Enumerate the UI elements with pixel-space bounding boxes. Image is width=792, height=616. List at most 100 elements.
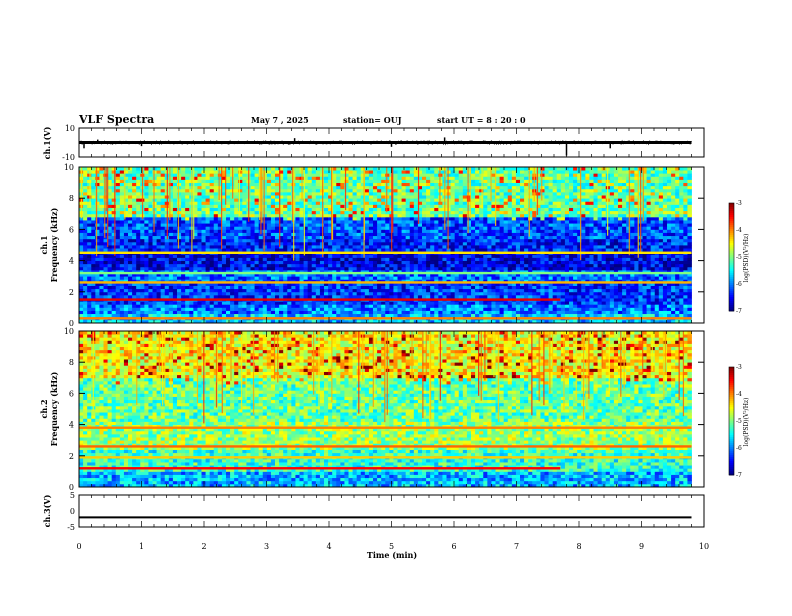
spectrogram-cell <box>95 292 99 296</box>
spectrogram-cell <box>594 257 598 261</box>
spectrogram-cell <box>385 301 389 305</box>
spectrogram-cell <box>393 223 397 227</box>
spectrogram-cell <box>536 257 540 261</box>
spectrogram-cell <box>467 307 471 311</box>
spectrogram-cell <box>479 289 483 293</box>
spectrogram-cell <box>614 229 618 233</box>
spectrogram-cell <box>132 245 136 249</box>
spectrogram-cell <box>263 267 267 271</box>
spectrogram-cell <box>516 301 520 305</box>
spectrogram-cell <box>238 267 242 271</box>
spectrogram-cell <box>271 267 275 271</box>
spectrogram-cell <box>406 295 410 299</box>
spectrogram-cell <box>569 292 573 296</box>
spectrogram-cell <box>606 307 610 311</box>
spectrogram-cell <box>410 289 414 293</box>
spectrogram-cell <box>140 286 144 290</box>
spectrogram-cell <box>287 239 291 243</box>
spectrogram-cell <box>181 254 185 258</box>
spectrogram-cell <box>271 233 275 237</box>
spectrogram-cell <box>479 301 483 305</box>
spectrogram-cell <box>153 267 157 271</box>
spectrogram-cell <box>124 289 128 293</box>
spectrogram-cell <box>459 248 463 252</box>
spectrogram-cell <box>255 295 259 299</box>
spectrogram-cell <box>226 257 230 261</box>
spectrogram-cell <box>422 311 426 315</box>
spectrogram-cell <box>585 229 589 233</box>
spectrogram-cell <box>585 223 589 227</box>
spectrogram-cell <box>496 233 500 237</box>
spectrogram-cell <box>504 233 508 237</box>
spectrogram-cell <box>124 295 128 299</box>
spectrogram-cell <box>373 264 377 268</box>
spectrogram-cell <box>136 233 140 237</box>
spectrogram-cell <box>643 286 647 290</box>
spectrogram-cell <box>242 261 246 265</box>
spectrogram-cell <box>598 292 602 296</box>
spectrogram-cell <box>643 248 647 252</box>
spectrogram-cell <box>634 261 638 265</box>
spectrogram-cell <box>112 217 116 221</box>
spectrogram-cell <box>283 248 287 252</box>
spectrogram-cell <box>630 298 634 302</box>
spectrogram-cell <box>251 242 255 246</box>
spectrogram-cell <box>222 314 226 318</box>
spectrogram-cell <box>406 276 410 280</box>
spectrogram-cell <box>332 254 336 258</box>
spectrogram-cell <box>124 261 128 265</box>
spectrogram-cell <box>451 248 455 252</box>
spectrogram-cell <box>83 307 87 311</box>
spectrogram-cell <box>112 239 116 243</box>
spectrogram-cell <box>414 248 418 252</box>
spectrogram-cell <box>622 314 626 318</box>
spectrogram-cell <box>255 248 259 252</box>
spectrogram-cell <box>638 301 642 305</box>
spectrogram-cell <box>91 257 95 261</box>
spectrogram-cell <box>287 261 291 265</box>
spectrogram-cell <box>120 220 124 224</box>
spectrogram-cell <box>675 257 679 261</box>
spectrogram-cell <box>344 307 348 311</box>
spectrogram-cell <box>206 289 210 293</box>
spectrogram-cell <box>283 239 287 243</box>
spectrogram-cell <box>540 286 544 290</box>
spectrogram-cell <box>614 304 618 308</box>
spectrogram-cell <box>116 257 120 261</box>
spectrogram-cell <box>512 295 516 299</box>
spectrogram-cell <box>324 239 328 243</box>
spectrogram-cell <box>512 311 516 315</box>
spectrogram-cell <box>442 295 446 299</box>
spectrogram-cell <box>230 264 234 268</box>
spectrogram-cell <box>357 276 361 280</box>
spectrogram-cell <box>618 267 622 271</box>
spectrogram-cell <box>667 257 671 261</box>
spectrogram-cell <box>161 301 165 305</box>
spectrogram-cell <box>659 254 663 258</box>
spectrogram-cell <box>532 301 536 305</box>
spectrogram-cell <box>487 304 491 308</box>
spectrogram-cell <box>99 276 103 280</box>
spectrogram-cell <box>589 245 593 249</box>
spectrogram-cell <box>455 267 459 271</box>
spectrogram-cell <box>169 223 173 227</box>
spectrogram-cell <box>377 233 381 237</box>
spectrogram-cell <box>148 226 152 230</box>
spectrogram-cell <box>308 295 312 299</box>
spectrogram-cell <box>545 248 549 252</box>
spectrogram-cell <box>295 236 299 240</box>
spectrogram-cell <box>197 304 201 308</box>
spectrogram-cell <box>353 264 357 268</box>
spectrogram-cell <box>328 292 332 296</box>
spectrogram-cell <box>487 242 491 246</box>
spectrogram-cell <box>442 261 446 265</box>
spectrogram-cell <box>206 239 210 243</box>
spectrogram-cell <box>234 239 238 243</box>
spectrogram-cell <box>357 239 361 243</box>
spectrogram-cell <box>618 248 622 252</box>
spectrogram-cell <box>104 292 108 296</box>
spectrogram-cell <box>275 264 279 268</box>
spectrogram-cell <box>659 229 663 233</box>
spectrogram-cell <box>626 314 630 318</box>
spectrogram-cell <box>87 276 91 280</box>
